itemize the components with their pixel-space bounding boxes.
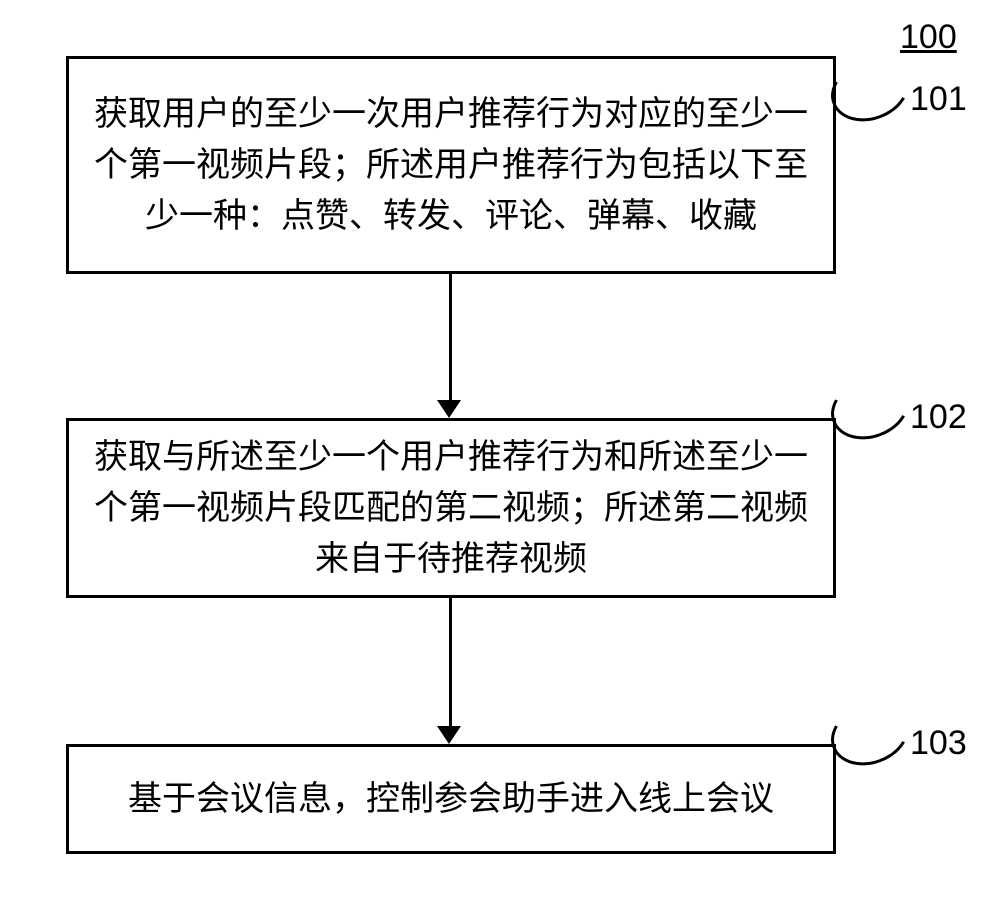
node-1-connector-curve [822,48,918,132]
edge-1-line [449,274,452,400]
flowchart-node-1: 获取用户的至少一次用户推荐行为对应的至少一个第一视频片段；所述用户推荐行为包括以… [66,56,836,274]
figure-number-label: 100 [900,18,957,57]
node-2-connector-curve [822,366,918,450]
flowchart-canvas: 100 获取用户的至少一次用户推荐行为对应的至少一个第一视频片段；所述用户推荐行… [0,0,998,920]
edge-2-line [449,598,452,726]
node-3-connector-curve [822,692,918,776]
edge-2-arrowhead [437,726,461,744]
flowchart-node-1-text: 获取用户的至少一次用户推荐行为对应的至少一个第一视频片段；所述用户推荐行为包括以… [89,89,813,242]
flowchart-node-3: 基于会议信息，控制参会助手进入线上会议 [66,744,836,854]
flowchart-node-2: 获取与所述至少一个用户推荐行为和所述至少一个第一视频片段匹配的第二视频；所述第二… [66,418,836,598]
node-3-label: 103 [910,724,967,763]
flowchart-node-2-text: 获取与所述至少一个用户推荐行为和所述至少一个第一视频片段匹配的第二视频；所述第二… [89,432,813,585]
node-1-label: 101 [910,80,967,119]
edge-1-arrowhead [437,400,461,418]
flowchart-node-3-text: 基于会议信息，控制参会助手进入线上会议 [128,774,774,825]
node-2-label: 102 [910,398,967,437]
